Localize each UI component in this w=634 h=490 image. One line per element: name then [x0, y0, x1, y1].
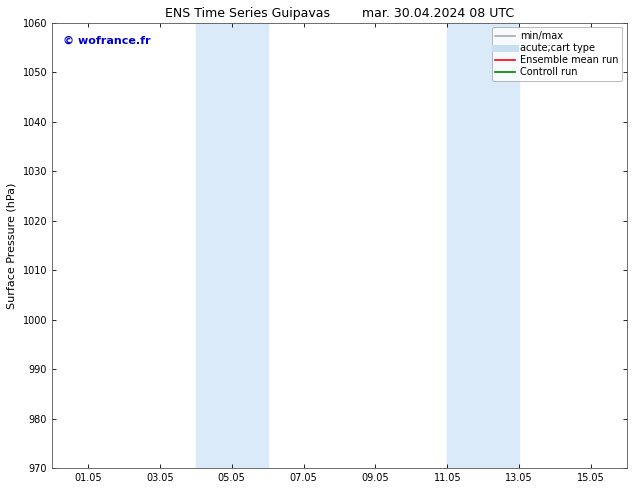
Title: ENS Time Series Guipavas        mar. 30.04.2024 08 UTC: ENS Time Series Guipavas mar. 30.04.2024…: [165, 7, 514, 20]
Bar: [196, 23, 268, 468]
Text: © wofrance.fr: © wofrance.fr: [63, 36, 151, 46]
Bar: [448, 23, 519, 468]
Y-axis label: Surface Pressure (hPa): Surface Pressure (hPa): [7, 182, 17, 309]
Legend: min/max, acute;cart type, Ensemble mean run, Controll run: min/max, acute;cart type, Ensemble mean …: [491, 27, 622, 81]
